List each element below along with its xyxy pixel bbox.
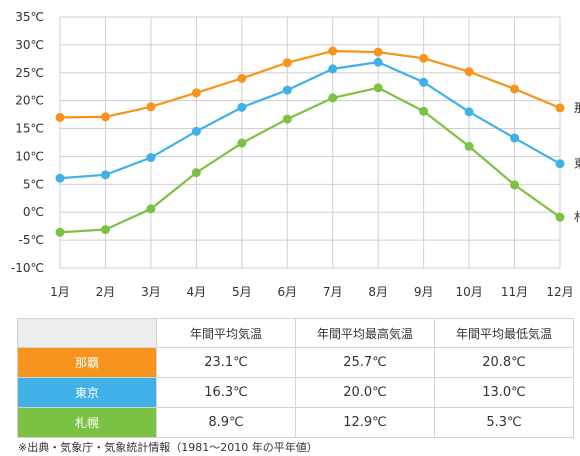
y-tick-label: 25℃ [15,66,44,80]
max-cell: 12.9℃ [295,407,435,438]
header-max: 年間平均最高気温 [295,318,435,348]
x-tick-label: 12月 [546,285,573,299]
avg-cell: 16.3℃ [156,377,296,408]
city-cell: 東京 [17,377,157,408]
series-label: 東京 [574,157,580,171]
data-point [464,141,474,151]
x-tick-label: 11月 [501,285,528,299]
data-point [100,225,110,235]
data-point [510,133,520,143]
x-axis-ticks: 1月 2月 3月 4月 5月 6月 7月 8月 9月 10月 11月 12月 [50,285,573,299]
x-tick-label: 8月 [368,285,388,299]
x-tick-label: 5月 [232,285,252,299]
city-cell: 札幌 [17,407,157,438]
y-tick-label: 20℃ [15,94,44,108]
line-chart: -10℃ -5℃ 0℃ 5℃ 10℃ 15℃ 20℃ 25℃ 30℃ 35℃ 1月 2月 3月 4月 5月… [11,10,580,299]
x-tick-label: 10月 [455,285,482,299]
source-note: ※出典・気象庁・気象統計情報（1981〜2010 年の平年値） [18,441,318,454]
y-tick-label: 30℃ [15,38,44,52]
data-point [510,84,520,94]
min-cell: 13.0℃ [434,377,574,408]
header-min: 年間平均最低気温 [434,318,574,348]
data-point [464,67,474,77]
y-axis-ticks: -10℃ -5℃ 0℃ 5℃ 10℃ 15℃ 20℃ 25℃ 30℃ 35℃ [11,10,44,275]
data-point [419,77,429,87]
series-labels: 那覇東京札幌 [574,101,580,224]
y-tick-label: 10℃ [15,149,44,163]
y-tick-label: 5℃ [23,177,44,191]
data-point [237,73,247,83]
data-point [55,227,65,237]
table-header-row: 年間平均気温 年間平均最高気温 年間平均最低気温 [17,318,574,348]
x-tick-label: 6月 [277,285,297,299]
data-point [373,83,383,93]
data-point [419,106,429,116]
data-point [237,138,247,148]
min-cell: 20.8℃ [434,347,574,378]
table-row-naha: 那覇 23.1℃ 25.7℃ 20.8℃ [17,347,574,378]
data-point [373,47,383,57]
data-point [555,103,565,113]
data-point [555,212,565,222]
chart-series [55,46,565,237]
series-label: 那覇 [574,101,580,115]
table-row-sapporo: 札幌 8.9℃ 12.9℃ 5.3℃ [17,407,574,438]
data-point [373,57,383,67]
data-point [464,107,474,117]
y-tick-label: -10℃ [11,261,44,275]
data-point [328,46,338,56]
series-label: 札幌 [574,209,580,224]
data-point [55,173,65,183]
data-point [191,88,201,98]
data-point [100,112,110,122]
x-tick-label: 3月 [141,285,161,299]
header-avg: 年間平均気温 [156,318,296,348]
series-line [59,86,561,234]
data-point [282,58,292,68]
data-point [510,180,520,190]
data-point [191,126,201,136]
y-tick-label: 35℃ [15,10,44,24]
data-point [100,170,110,180]
data-point [146,102,156,112]
x-tick-label: 4月 [187,285,207,299]
y-tick-label: 15℃ [15,122,44,136]
temperature-table: 年間平均気温 年間平均最高気温 年間平均最低気温 那覇 23.1℃ 25.7℃ … [17,318,574,438]
data-point [555,159,565,169]
table-corner [17,318,157,348]
data-point [328,64,338,74]
max-cell: 25.7℃ [295,347,435,378]
series-line [59,49,561,119]
data-point [237,102,247,112]
x-tick-label: 2月 [96,285,116,299]
y-tick-label: 0℃ [23,205,44,219]
min-cell: 5.3℃ [434,407,574,438]
data-point [146,204,156,214]
avg-cell: 23.1℃ [156,347,296,378]
data-point [282,114,292,124]
table-row-tokyo: 東京 16.3℃ 20.0℃ 13.0℃ [17,377,574,408]
chart-grid [59,16,561,269]
max-cell: 20.0℃ [295,377,435,408]
x-tick-label: 7月 [323,285,343,299]
x-tick-label: 1月 [50,285,70,299]
data-point [146,153,156,163]
data-point [419,53,429,63]
y-tick-label: -5℃ [19,233,44,247]
data-point [282,85,292,95]
city-cell: 那覇 [17,347,157,378]
series-line [59,61,561,180]
x-tick-label: 9月 [414,285,434,299]
data-point [328,93,338,103]
data-point [55,112,65,122]
avg-cell: 8.9℃ [156,407,296,438]
data-point [191,168,201,178]
